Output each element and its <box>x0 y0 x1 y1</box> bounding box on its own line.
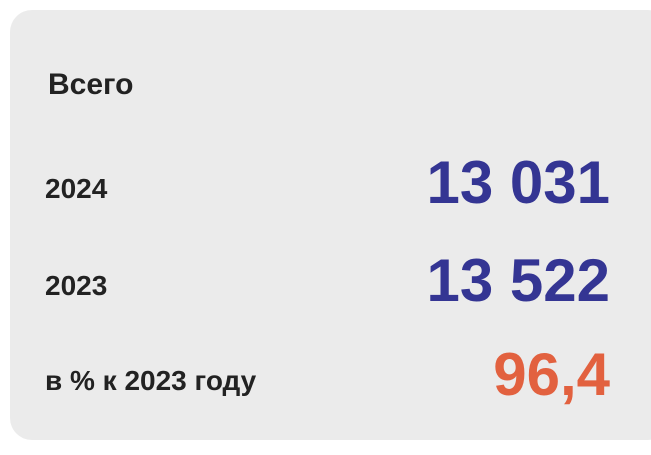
row-value: 13 522 <box>426 247 610 314</box>
row-value: 13 031 <box>426 149 610 216</box>
row-label: 2024 <box>45 173 108 204</box>
row-value: 96,4 <box>493 341 610 408</box>
summary-card: Всего 2024 13 031 2023 13 522 в % к 2023… <box>10 10 651 440</box>
row-label: в % к 2023 году <box>45 365 257 396</box>
row-label: 2023 <box>45 270 108 301</box>
card-title: Всего <box>48 68 134 101</box>
